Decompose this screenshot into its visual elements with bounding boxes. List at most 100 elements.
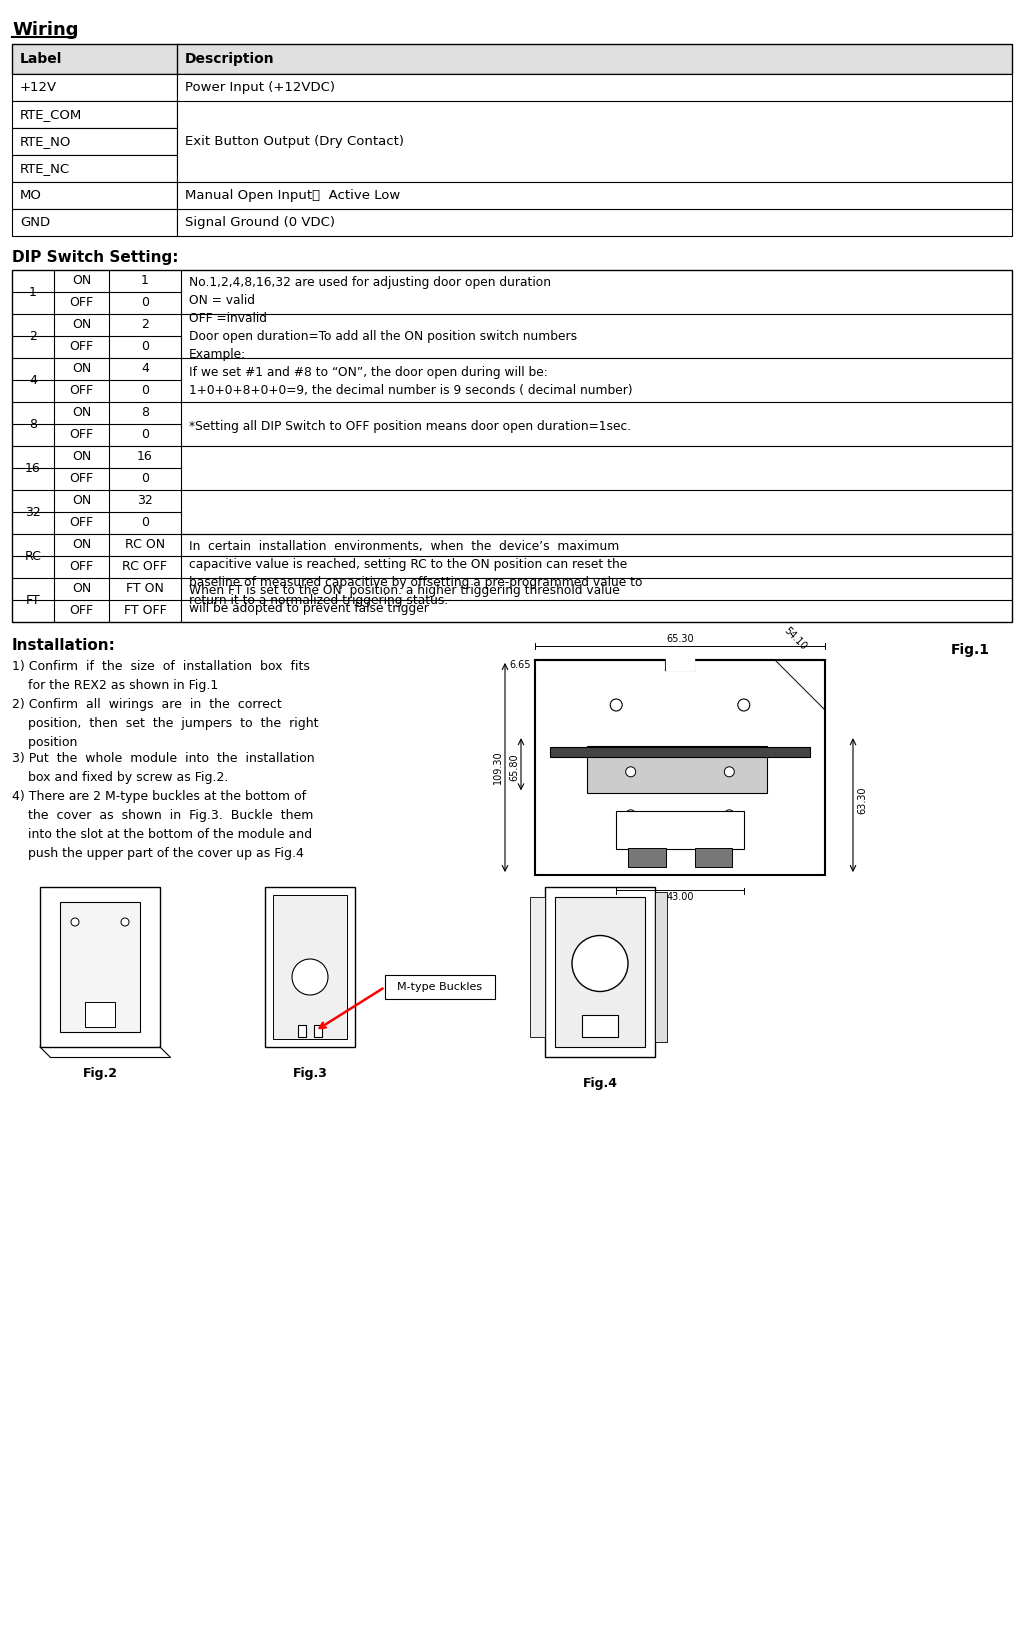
Text: Fig.3: Fig.3 [293,1067,328,1080]
Text: M-type Buckles: M-type Buckles [397,982,482,991]
FancyBboxPatch shape [40,887,160,1047]
FancyBboxPatch shape [545,887,655,1057]
FancyBboxPatch shape [655,892,667,1042]
Text: OFF: OFF [70,340,93,353]
FancyBboxPatch shape [666,658,694,671]
Text: ON: ON [72,319,91,332]
Text: Wiring: Wiring [12,21,79,39]
Text: Power Input (+12VDC): Power Input (+12VDC) [185,82,335,93]
FancyBboxPatch shape [12,182,177,209]
Text: 32: 32 [26,506,41,519]
Text: 4) There are 2 M-type buckles at the bottom of
    the  cover  as  shown  in  Fi: 4) There are 2 M-type buckles at the bot… [12,790,313,861]
Text: ON: ON [72,363,91,376]
Text: 0: 0 [141,473,150,486]
FancyBboxPatch shape [314,1026,322,1037]
Text: Manual Open Input，  Active Low: Manual Open Input， Active Low [185,190,400,201]
Text: 65.30: 65.30 [667,635,694,645]
Text: 109.30: 109.30 [493,751,503,784]
Text: 8: 8 [141,406,150,419]
Circle shape [724,767,734,777]
Text: Signal Ground (0 VDC): Signal Ground (0 VDC) [185,216,335,229]
Text: ON: ON [72,494,91,507]
Text: OFF: OFF [70,384,93,398]
Text: 3) Put  the  whole  module  into  the  installation
    box and fixed by screw a: 3) Put the whole module into the install… [12,753,314,784]
FancyBboxPatch shape [694,847,732,867]
FancyBboxPatch shape [555,897,645,1047]
Text: FT ON: FT ON [126,582,164,596]
FancyBboxPatch shape [12,128,177,155]
Text: 8: 8 [29,417,37,430]
Circle shape [292,959,328,995]
FancyBboxPatch shape [85,1001,115,1027]
Text: Description: Description [185,52,274,65]
FancyBboxPatch shape [385,975,495,1000]
Text: 16: 16 [137,450,153,463]
Text: RTE_COM: RTE_COM [20,108,82,121]
Text: RC: RC [25,550,41,563]
Text: 2: 2 [29,329,37,342]
Text: FT OFF: FT OFF [124,604,166,617]
FancyBboxPatch shape [12,101,177,128]
Text: 1: 1 [29,286,37,298]
Text: When FT is set to the ON  position. a higher triggering threshold value
will be : When FT is set to the ON position. a hig… [189,584,620,615]
Text: OFF: OFF [70,604,93,617]
Text: 4: 4 [141,363,148,376]
Text: ON: ON [72,406,91,419]
Text: 65.80: 65.80 [509,754,519,782]
Text: 6.65: 6.65 [510,659,531,671]
Text: 54.10: 54.10 [781,625,808,653]
Text: Label: Label [20,52,62,65]
Text: RC ON: RC ON [125,538,165,551]
Text: FT: FT [26,594,40,607]
Circle shape [626,810,636,820]
FancyBboxPatch shape [177,74,1012,236]
Text: 16: 16 [26,461,41,474]
Text: 2: 2 [141,319,148,332]
Circle shape [724,810,734,820]
Text: ON: ON [72,450,91,463]
FancyBboxPatch shape [550,746,810,757]
Text: 63.30: 63.30 [857,785,867,813]
Text: 0: 0 [141,517,150,530]
Text: 1) Confirm  if  the  size  of  installation  box  fits
    for the REX2 as shown: 1) Confirm if the size of installation b… [12,659,310,692]
Text: 32: 32 [137,494,153,507]
Text: 2) Confirm  all  wirings  are  in  the  correct
    position,  then  set  the  j: 2) Confirm all wirings are in the correc… [12,699,318,749]
FancyBboxPatch shape [60,901,140,1032]
Text: 0: 0 [141,384,150,398]
Text: Exit Button Output (Dry Contact): Exit Button Output (Dry Contact) [185,136,404,147]
Text: Fig.4: Fig.4 [583,1076,617,1090]
FancyBboxPatch shape [616,810,743,849]
FancyBboxPatch shape [265,887,355,1047]
Text: OFF: OFF [70,296,93,309]
Text: DIP Switch Setting:: DIP Switch Setting: [12,250,178,265]
Text: Fig.2: Fig.2 [83,1067,118,1080]
FancyBboxPatch shape [12,209,177,236]
Text: ON: ON [72,275,91,288]
FancyBboxPatch shape [12,270,1012,622]
Circle shape [71,918,79,926]
Text: In  certain  installation  environments,  when  the  device’s  maximum
capacitiv: In certain installation environments, wh… [189,540,642,607]
Circle shape [572,936,628,991]
Text: 0: 0 [141,429,150,442]
Text: Fig.1: Fig.1 [951,643,990,658]
Text: +12V: +12V [20,82,57,93]
Text: RC OFF: RC OFF [123,561,168,574]
Circle shape [626,767,636,777]
FancyBboxPatch shape [535,659,825,875]
FancyBboxPatch shape [12,44,1012,74]
Text: 0: 0 [141,340,150,353]
FancyBboxPatch shape [273,895,347,1039]
Text: 43.00: 43.00 [667,892,693,901]
Text: MO: MO [20,190,42,201]
Text: Installation:: Installation: [12,638,116,653]
Text: No.1,2,4,8,16,32 are used for adjusting door open duration
ON = valid
OFF =inval: No.1,2,4,8,16,32 are used for adjusting … [189,276,633,434]
Circle shape [738,699,750,712]
Text: OFF: OFF [70,517,93,530]
FancyBboxPatch shape [582,1014,618,1037]
FancyBboxPatch shape [587,746,767,793]
FancyBboxPatch shape [12,155,177,182]
Text: OFF: OFF [70,561,93,574]
Text: RTE_NC: RTE_NC [20,162,70,175]
FancyBboxPatch shape [298,1026,306,1037]
Text: 1: 1 [141,275,148,288]
